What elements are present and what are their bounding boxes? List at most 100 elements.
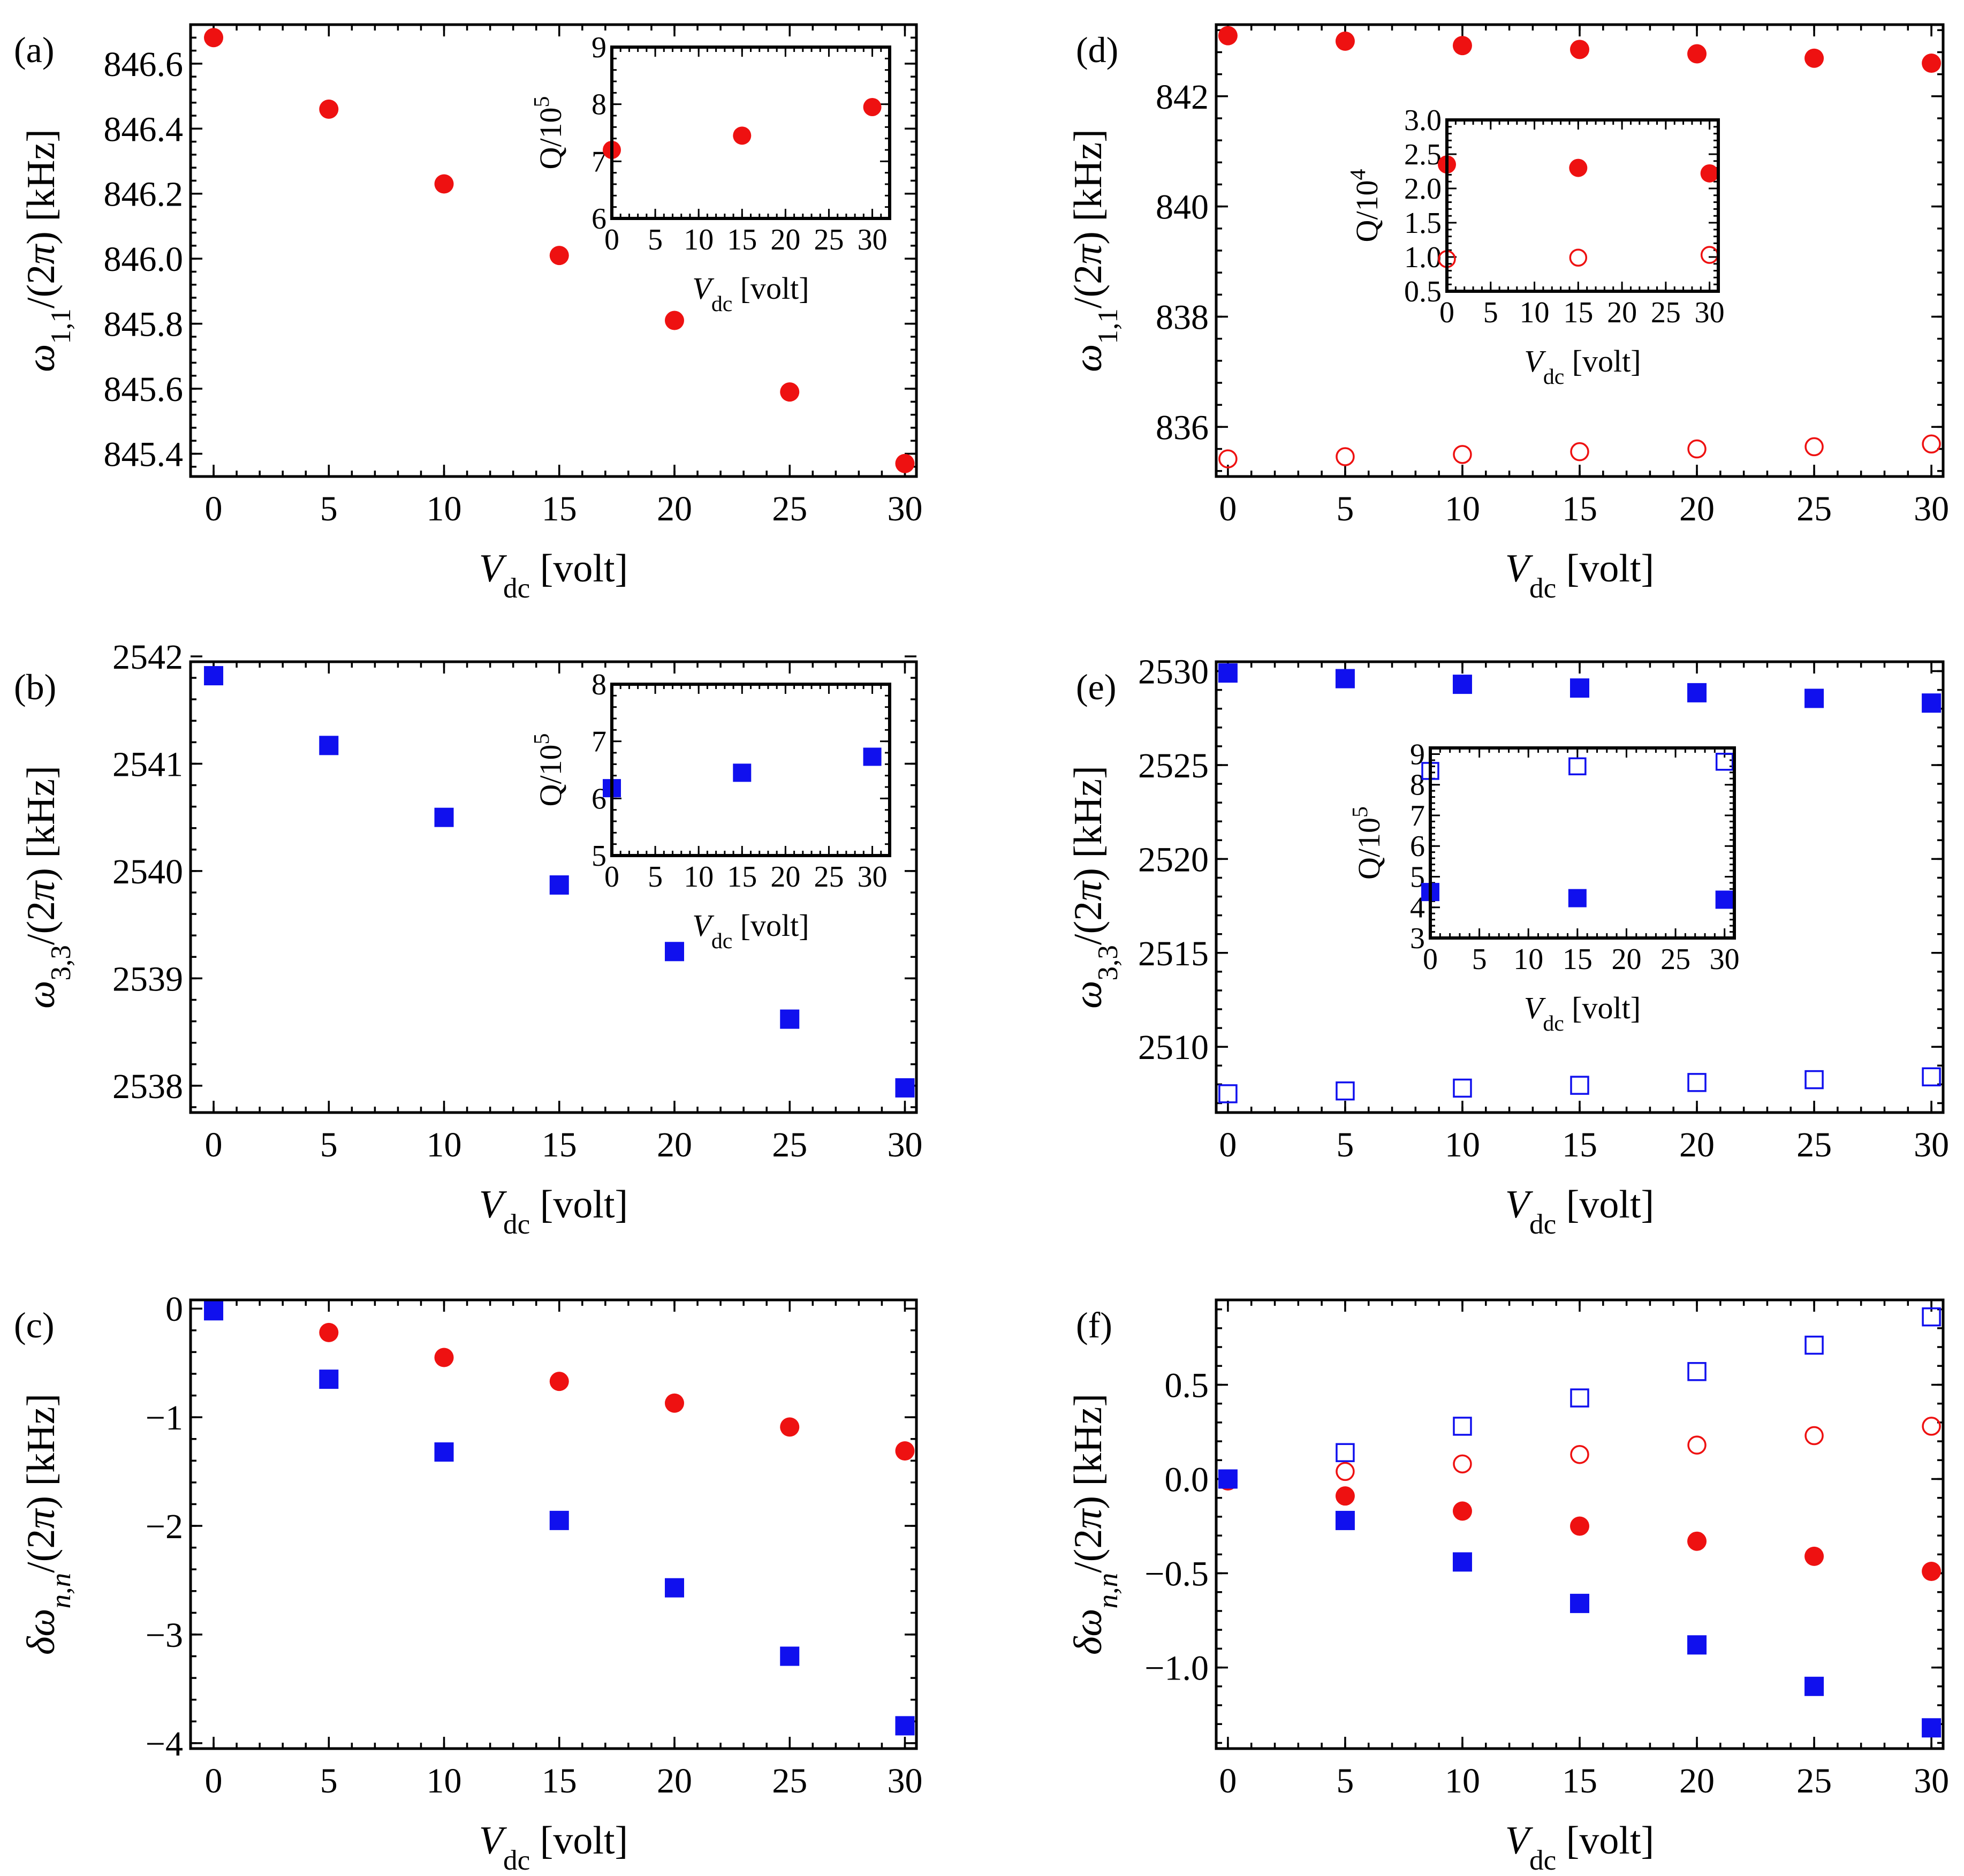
x-tick-label: 5 xyxy=(1336,1125,1354,1164)
x-tick-label: 20 xyxy=(1679,1761,1715,1801)
x-tick-label: 5 xyxy=(320,1761,338,1801)
x-tick-label: 0 xyxy=(205,489,223,528)
y-axis-label: δωn,n/(2π) [kHz] xyxy=(1066,1394,1124,1655)
y-tick-label: 2542 xyxy=(112,638,183,677)
inset-x-tick-label: 25 xyxy=(1651,296,1681,329)
filled-circle-marker xyxy=(1570,1516,1589,1536)
x-tick-label: 20 xyxy=(657,1125,692,1164)
x-tick-label: 30 xyxy=(1914,1125,1949,1164)
x-tick-label: 25 xyxy=(772,489,807,528)
x-tick-label: 20 xyxy=(1679,489,1715,528)
x-tick-label: 30 xyxy=(887,489,922,528)
inset-x-tick-label: 15 xyxy=(727,860,757,894)
filled-square-marker xyxy=(1570,1593,1589,1613)
inset-x-tick-label: 0 xyxy=(1423,943,1438,976)
inset-y-tick-label: 7 xyxy=(1410,799,1425,833)
filled-square-marker xyxy=(319,736,339,755)
x-tick-label: 10 xyxy=(427,489,462,528)
y-tick-label: 2520 xyxy=(1138,840,1209,879)
x-tick-label: 30 xyxy=(1914,1761,1949,1801)
inset-plot-frame xyxy=(610,46,891,220)
inset-x-tick-label: 30 xyxy=(1695,296,1725,329)
panel-c: 0 5 10 15 20 25 30 −4 −3 −2 −1 0 Vdc [volt] δωn,n/(2π… xyxy=(14,1290,922,1875)
open-circle-marker xyxy=(1922,1417,1941,1436)
x-tick-label: 0 xyxy=(1219,1125,1237,1164)
x-tick-label: 10 xyxy=(1445,489,1480,528)
filled-square-marker xyxy=(1452,1552,1472,1572)
open-square-marker xyxy=(1687,1073,1707,1092)
filled-circle-marker xyxy=(780,1417,800,1437)
open-square-marker xyxy=(1687,1362,1707,1381)
inset-y-tick-label: 8 xyxy=(592,668,606,701)
open-circle-marker xyxy=(1453,1454,1472,1474)
filled-circle-marker xyxy=(434,174,454,194)
y-tick-label: −4 xyxy=(146,1724,183,1764)
y-tick-label: 0.0 xyxy=(1165,1460,1209,1499)
filled-square-marker xyxy=(1218,663,1238,683)
inset-y-axis-label: Q/105 xyxy=(529,96,568,170)
open-circle-marker xyxy=(1570,442,1589,462)
x-tick-label: 10 xyxy=(1445,1125,1480,1164)
filled-circle-marker xyxy=(1687,44,1707,64)
inset-x-tick-label: 15 xyxy=(1563,296,1593,329)
open-square-marker xyxy=(1453,1078,1472,1098)
y-tick-label: 846.0 xyxy=(104,240,184,279)
plot-frame xyxy=(189,23,918,478)
open-circle-marker xyxy=(1687,1435,1707,1455)
open-circle-marker xyxy=(1804,1426,1824,1446)
filled-square-marker xyxy=(434,807,454,827)
filled-square-marker xyxy=(1335,669,1355,689)
inset-x-tick-label: 25 xyxy=(814,223,844,256)
inset-y-tick-label: 6 xyxy=(1410,830,1425,863)
inset-x-tick-label: 20 xyxy=(1607,296,1637,329)
inset-y-tick-label: 7 xyxy=(592,725,606,759)
filled-square-marker xyxy=(1922,1718,1942,1738)
open-square-marker xyxy=(1922,1067,1941,1087)
y-tick-label: 842 xyxy=(1156,78,1209,117)
open-square-marker xyxy=(1570,1076,1589,1095)
filled-circle-marker xyxy=(1687,1531,1707,1551)
filled-square-marker xyxy=(1715,890,1734,909)
filled-circle-marker xyxy=(549,246,569,266)
plot-frame xyxy=(189,1298,918,1750)
open-square-marker xyxy=(1804,1335,1824,1355)
open-circle-marker xyxy=(1336,447,1355,466)
inset-x-tick-label: 25 xyxy=(1660,943,1690,976)
x-tick-label: 25 xyxy=(1796,489,1832,528)
panel-label: (b) xyxy=(14,667,56,707)
filled-circle-marker xyxy=(780,382,800,402)
inset-plot-frame xyxy=(1445,118,1720,293)
filled-circle-marker xyxy=(1335,31,1355,51)
y-tick-label: 2530 xyxy=(1138,653,1209,692)
plot-frame xyxy=(1215,660,1945,1114)
series-0 xyxy=(204,666,915,1098)
inset-series-0 xyxy=(1421,883,1734,909)
filled-square-marker xyxy=(1452,675,1472,694)
inset-x-axis-label: Vdc [volt] xyxy=(692,271,809,316)
inset-x-tick-label: 5 xyxy=(1472,943,1487,976)
inset-x-tick-label: 10 xyxy=(1520,296,1550,329)
open-square-marker xyxy=(1804,1070,1824,1090)
x-tick-label: 15 xyxy=(1562,1761,1597,1801)
x-axis-label: Vdc [volt] xyxy=(479,1819,628,1876)
inset-x-tick-label: 10 xyxy=(1513,943,1543,976)
filled-square-marker xyxy=(895,1078,915,1098)
x-tick-label: 0 xyxy=(1219,489,1237,528)
filled-circle-marker xyxy=(1922,54,1942,73)
panel-label: (c) xyxy=(14,1305,54,1345)
x-tick-label: 0 xyxy=(205,1125,223,1164)
filled-square-marker xyxy=(895,1716,915,1736)
filled-square-marker xyxy=(204,666,224,686)
filled-square-marker xyxy=(665,942,684,962)
open-circle-marker xyxy=(1687,439,1707,459)
y-tick-label: −2 xyxy=(146,1507,183,1546)
panel-label: (d) xyxy=(1076,29,1118,70)
series-2 xyxy=(1218,1471,1942,1582)
filled-circle-marker xyxy=(863,98,882,116)
y-tick-label: 838 xyxy=(1156,298,1209,337)
open-circle-marker xyxy=(1336,1462,1355,1481)
filled-square-marker xyxy=(549,875,569,895)
